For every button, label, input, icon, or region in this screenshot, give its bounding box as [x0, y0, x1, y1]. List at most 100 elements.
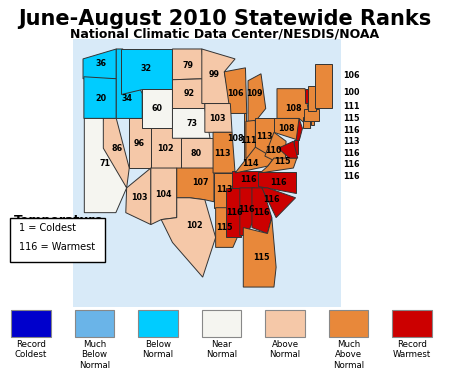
Text: 34: 34: [122, 94, 133, 103]
Polygon shape: [265, 132, 286, 166]
Polygon shape: [294, 140, 298, 154]
Polygon shape: [243, 218, 276, 287]
Text: 20: 20: [95, 94, 107, 103]
Text: 104: 104: [155, 190, 171, 199]
Polygon shape: [224, 68, 247, 113]
Text: 115: 115: [274, 157, 291, 166]
Text: Above
Normal: Above Normal: [270, 340, 301, 359]
Text: 102: 102: [158, 144, 174, 153]
Text: 111: 111: [241, 136, 257, 145]
Polygon shape: [213, 132, 235, 173]
Text: 71: 71: [100, 158, 111, 167]
Bar: [138, 310, 178, 337]
Polygon shape: [311, 118, 314, 125]
Text: June-August 2010 Statewide Ranks: June-August 2010 Statewide Ranks: [18, 9, 432, 29]
Polygon shape: [172, 49, 204, 80]
Polygon shape: [181, 138, 213, 168]
Polygon shape: [246, 121, 256, 158]
Text: 92: 92: [183, 89, 194, 98]
Text: National Climatic Data Center/NESDIS/NOAA: National Climatic Data Center/NESDIS/NOA…: [71, 28, 379, 41]
Polygon shape: [278, 141, 298, 158]
Polygon shape: [244, 113, 256, 168]
Text: 115: 115: [216, 223, 233, 232]
Polygon shape: [257, 172, 296, 193]
Polygon shape: [142, 89, 172, 128]
Text: 116: 116: [264, 195, 280, 204]
Polygon shape: [248, 74, 266, 121]
Polygon shape: [177, 168, 214, 202]
Text: 116 = Warmest: 116 = Warmest: [19, 242, 95, 252]
Text: 100: 100: [344, 88, 360, 97]
Text: Near
Normal: Near Normal: [206, 340, 237, 359]
Text: Below
Normal: Below Normal: [143, 340, 174, 359]
Text: Record
Warmest: Record Warmest: [393, 340, 431, 359]
Text: 108: 108: [228, 134, 244, 143]
Text: 32: 32: [141, 64, 152, 73]
Polygon shape: [116, 49, 142, 118]
Polygon shape: [202, 49, 235, 103]
Text: 116: 116: [344, 172, 360, 181]
Text: Record
Coldest: Record Coldest: [15, 340, 47, 359]
Text: 116: 116: [270, 179, 287, 187]
Polygon shape: [305, 89, 313, 103]
Bar: [392, 310, 432, 337]
Text: 73: 73: [186, 119, 198, 128]
Polygon shape: [256, 118, 274, 158]
Polygon shape: [235, 147, 274, 173]
Text: 106: 106: [344, 71, 360, 80]
Polygon shape: [129, 118, 151, 168]
Text: 116: 116: [344, 160, 360, 169]
Polygon shape: [295, 118, 302, 148]
Polygon shape: [151, 168, 177, 225]
Bar: [11, 310, 51, 337]
Text: 80: 80: [191, 149, 202, 158]
Polygon shape: [262, 188, 296, 218]
Text: 96: 96: [133, 139, 144, 148]
Polygon shape: [121, 49, 172, 94]
Text: 111: 111: [344, 102, 360, 110]
Text: 115: 115: [253, 253, 269, 262]
Text: 113: 113: [344, 137, 360, 146]
Polygon shape: [308, 86, 316, 112]
Polygon shape: [151, 128, 181, 168]
Text: Much
Above
Normal: Much Above Normal: [333, 340, 364, 370]
Polygon shape: [214, 173, 234, 208]
Polygon shape: [277, 89, 310, 128]
Text: 116: 116: [253, 208, 269, 217]
Polygon shape: [304, 109, 320, 121]
Text: Temperature: Temperature: [14, 214, 104, 227]
Polygon shape: [315, 64, 332, 109]
Text: 109: 109: [246, 89, 263, 98]
Text: 86: 86: [112, 144, 123, 153]
Text: 113: 113: [216, 185, 233, 194]
Polygon shape: [274, 118, 299, 140]
Text: 113: 113: [256, 132, 273, 141]
Polygon shape: [260, 158, 297, 173]
Text: 114: 114: [242, 158, 258, 167]
Text: 116: 116: [344, 149, 360, 158]
Polygon shape: [84, 77, 116, 118]
Text: 113: 113: [214, 149, 230, 158]
Text: 110: 110: [265, 146, 281, 155]
Text: 116: 116: [238, 205, 255, 214]
Text: 36: 36: [95, 60, 106, 68]
Polygon shape: [84, 118, 126, 213]
Text: 103: 103: [210, 114, 226, 123]
Text: 79: 79: [182, 61, 193, 70]
Text: 108: 108: [279, 124, 295, 133]
Text: 1 = Coldest: 1 = Coldest: [19, 223, 76, 233]
FancyBboxPatch shape: [10, 218, 105, 262]
Text: 106: 106: [227, 89, 243, 98]
Text: 102: 102: [186, 221, 202, 230]
Text: 99: 99: [209, 70, 220, 79]
Text: Much
Below
Normal: Much Below Normal: [79, 340, 110, 370]
Text: 116: 116: [240, 176, 256, 185]
Polygon shape: [232, 171, 269, 188]
Bar: [329, 310, 369, 337]
Polygon shape: [83, 49, 116, 79]
Text: 107: 107: [192, 179, 209, 187]
Polygon shape: [172, 109, 210, 138]
Polygon shape: [172, 79, 205, 109]
Polygon shape: [303, 118, 310, 128]
Text: 116: 116: [344, 126, 360, 135]
